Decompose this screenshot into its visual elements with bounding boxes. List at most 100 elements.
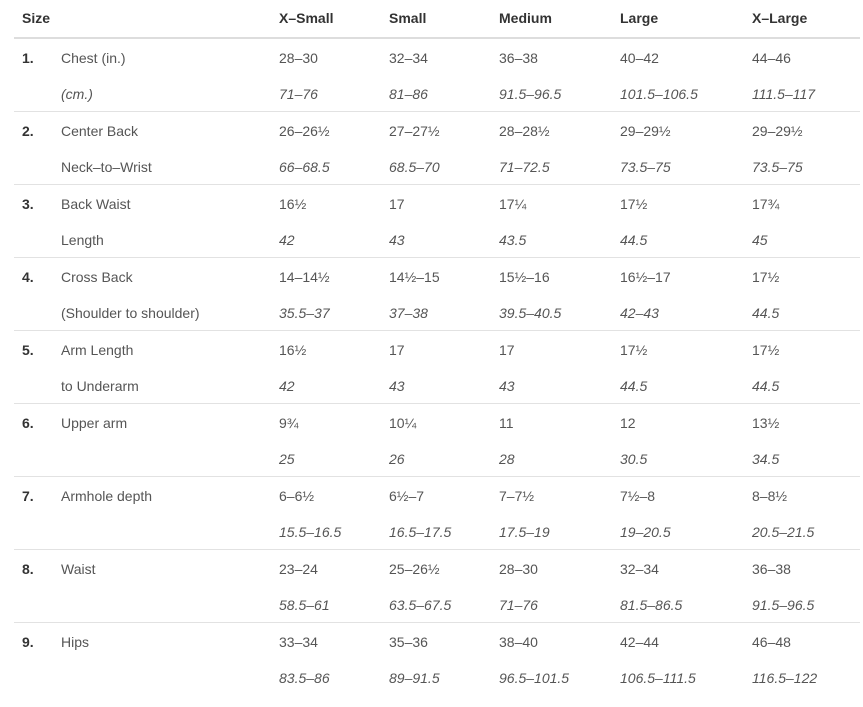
table-row: 9. Hips 33–34 83.5–86 35–36 89–91.5 38–40 96.5–… (0, 623, 863, 696)
value-inches: 27–27½ (389, 123, 440, 139)
header-x-large: X–Large (752, 10, 808, 26)
row-number: 1. (22, 50, 34, 66)
value-cm: 68.5–70 (389, 159, 440, 175)
value-cm: 81–86 (389, 86, 428, 102)
value-cm: 83.5–86 (279, 670, 330, 686)
value-inches: 11 (499, 415, 514, 431)
value-inches: 9¾ (279, 415, 299, 431)
value-cm: 73.5–75 (752, 159, 803, 175)
value-inches: 33–34 (279, 634, 318, 650)
value-cm: 45 (752, 232, 768, 248)
value-inches: 25–26½ (389, 561, 440, 577)
value-inches: 26–26½ (279, 123, 330, 139)
table-row: 1. Chest (in.) (cm.) 28–30 71–76 32–34 81–86 36… (0, 39, 863, 112)
row-divider (14, 549, 860, 550)
value-inches: 28–30 (279, 50, 318, 66)
value-cm: 91.5–96.5 (499, 86, 562, 102)
measurement-label: Cross Back (61, 269, 133, 285)
value-cm: 63.5–67.5 (389, 597, 452, 613)
value-cm: 43 (389, 232, 405, 248)
value-inches: 12 (620, 415, 636, 431)
value-inches: 15½–16 (499, 269, 550, 285)
measurement-label: Armhole depth (61, 488, 153, 504)
value-cm: 96.5–101.5 (499, 670, 570, 686)
value-inches: 13½ (752, 415, 780, 431)
value-cm: 28 (499, 451, 515, 467)
value-cm: 71–76 (279, 86, 318, 102)
row-number: 7. (22, 488, 34, 504)
row-divider (14, 330, 860, 331)
value-cm: 30.5 (620, 451, 648, 467)
header-size: Size (22, 10, 51, 26)
value-inches: 17 (499, 342, 515, 358)
value-cm: 17.5–19 (499, 524, 550, 540)
row-divider (14, 476, 860, 477)
header-medium: Medium (499, 10, 552, 26)
value-cm: 66–68.5 (279, 159, 330, 175)
value-inches: 28–28½ (499, 123, 550, 139)
row-number: 8. (22, 561, 34, 577)
value-cm: 20.5–21.5 (752, 524, 815, 540)
value-cm: 37–38 (389, 305, 428, 321)
value-cm: 81.5–86.5 (620, 597, 683, 613)
value-cm: 91.5–96.5 (752, 597, 815, 613)
value-cm: 26 (389, 451, 405, 467)
value-inches: 35–36 (389, 634, 428, 650)
header-divider (14, 37, 860, 39)
value-cm: 71–72.5 (499, 159, 550, 175)
value-cm: 73.5–75 (620, 159, 671, 175)
value-inches: 17½ (752, 269, 780, 285)
row-number: 9. (22, 634, 34, 650)
table-row: 3. Back Waist Length 16½ 42 17 43 17¼ 43.5 17½ 44.… (0, 185, 863, 258)
value-inches: 8–8½ (752, 488, 788, 504)
value-cm: 42 (279, 232, 295, 248)
value-inches: 32–34 (389, 50, 428, 66)
value-inches: 46–48 (752, 634, 791, 650)
value-cm: 42 (279, 378, 295, 394)
value-inches: 32–34 (620, 561, 659, 577)
row-number: 2. (22, 123, 34, 139)
value-cm: 25 (279, 451, 295, 467)
row-number: 6. (22, 415, 34, 431)
value-inches: 16½ (279, 342, 307, 358)
measurement-label: Hips (61, 634, 90, 650)
value-inches: 17¼ (499, 196, 527, 212)
measurement-label: Back Waist (61, 196, 131, 212)
value-inches: 42–44 (620, 634, 659, 650)
value-cm: 19–20.5 (620, 524, 671, 540)
row-number: 5. (22, 342, 34, 358)
value-cm: 39.5–40.5 (499, 305, 562, 321)
value-inches: 29–29½ (752, 123, 803, 139)
value-inches: 17½ (752, 342, 780, 358)
value-cm: 44.5 (620, 232, 648, 248)
value-cm: 15.5–16.5 (279, 524, 342, 540)
value-inches: 10¼ (389, 415, 417, 431)
value-inches: 16½ (279, 196, 307, 212)
table-row: 4. Cross Back (Shoulder to shoulder) 14–14½… (0, 258, 863, 331)
row-number: 3. (22, 196, 34, 212)
table-row: 5. Arm Length to Underarm 16½ 42 17 43 17 43 17½ 4… (0, 331, 863, 404)
row-divider (14, 622, 860, 623)
measurement-sublabel: to Underarm (61, 378, 139, 394)
value-inches: 14–14½ (279, 269, 330, 285)
measurement-sublabel: Length (61, 232, 104, 248)
table-row: 7. Armhole depth 6–6½ 15.5–16.5 6½–7 16.5–17.… (0, 477, 863, 550)
value-cm: 116.5–122 (752, 670, 818, 686)
value-cm: 106.5–111.5 (620, 670, 696, 686)
measurement-sublabel: (cm.) (61, 86, 93, 102)
value-inches: 17½ (620, 196, 648, 212)
value-inches: 17 (389, 196, 405, 212)
table-row: 8. Waist 23–24 58.5–61 25–26½ 63.5–67.5 28–30 7… (0, 550, 863, 623)
measurement-label: Arm Length (61, 342, 134, 358)
value-cm: 71–76 (499, 597, 538, 613)
value-inches: 7–7½ (499, 488, 535, 504)
table-header: Size X–Small Small Medium Large X–Large (0, 0, 863, 38)
value-cm: 111.5–117 (752, 86, 816, 102)
measurement-label: Waist (61, 561, 96, 577)
value-inches: 36–38 (752, 561, 791, 577)
value-inches: 28–30 (499, 561, 538, 577)
value-inches: 40–42 (620, 50, 659, 66)
value-inches: 36–38 (499, 50, 538, 66)
value-cm: 44.5 (620, 378, 648, 394)
